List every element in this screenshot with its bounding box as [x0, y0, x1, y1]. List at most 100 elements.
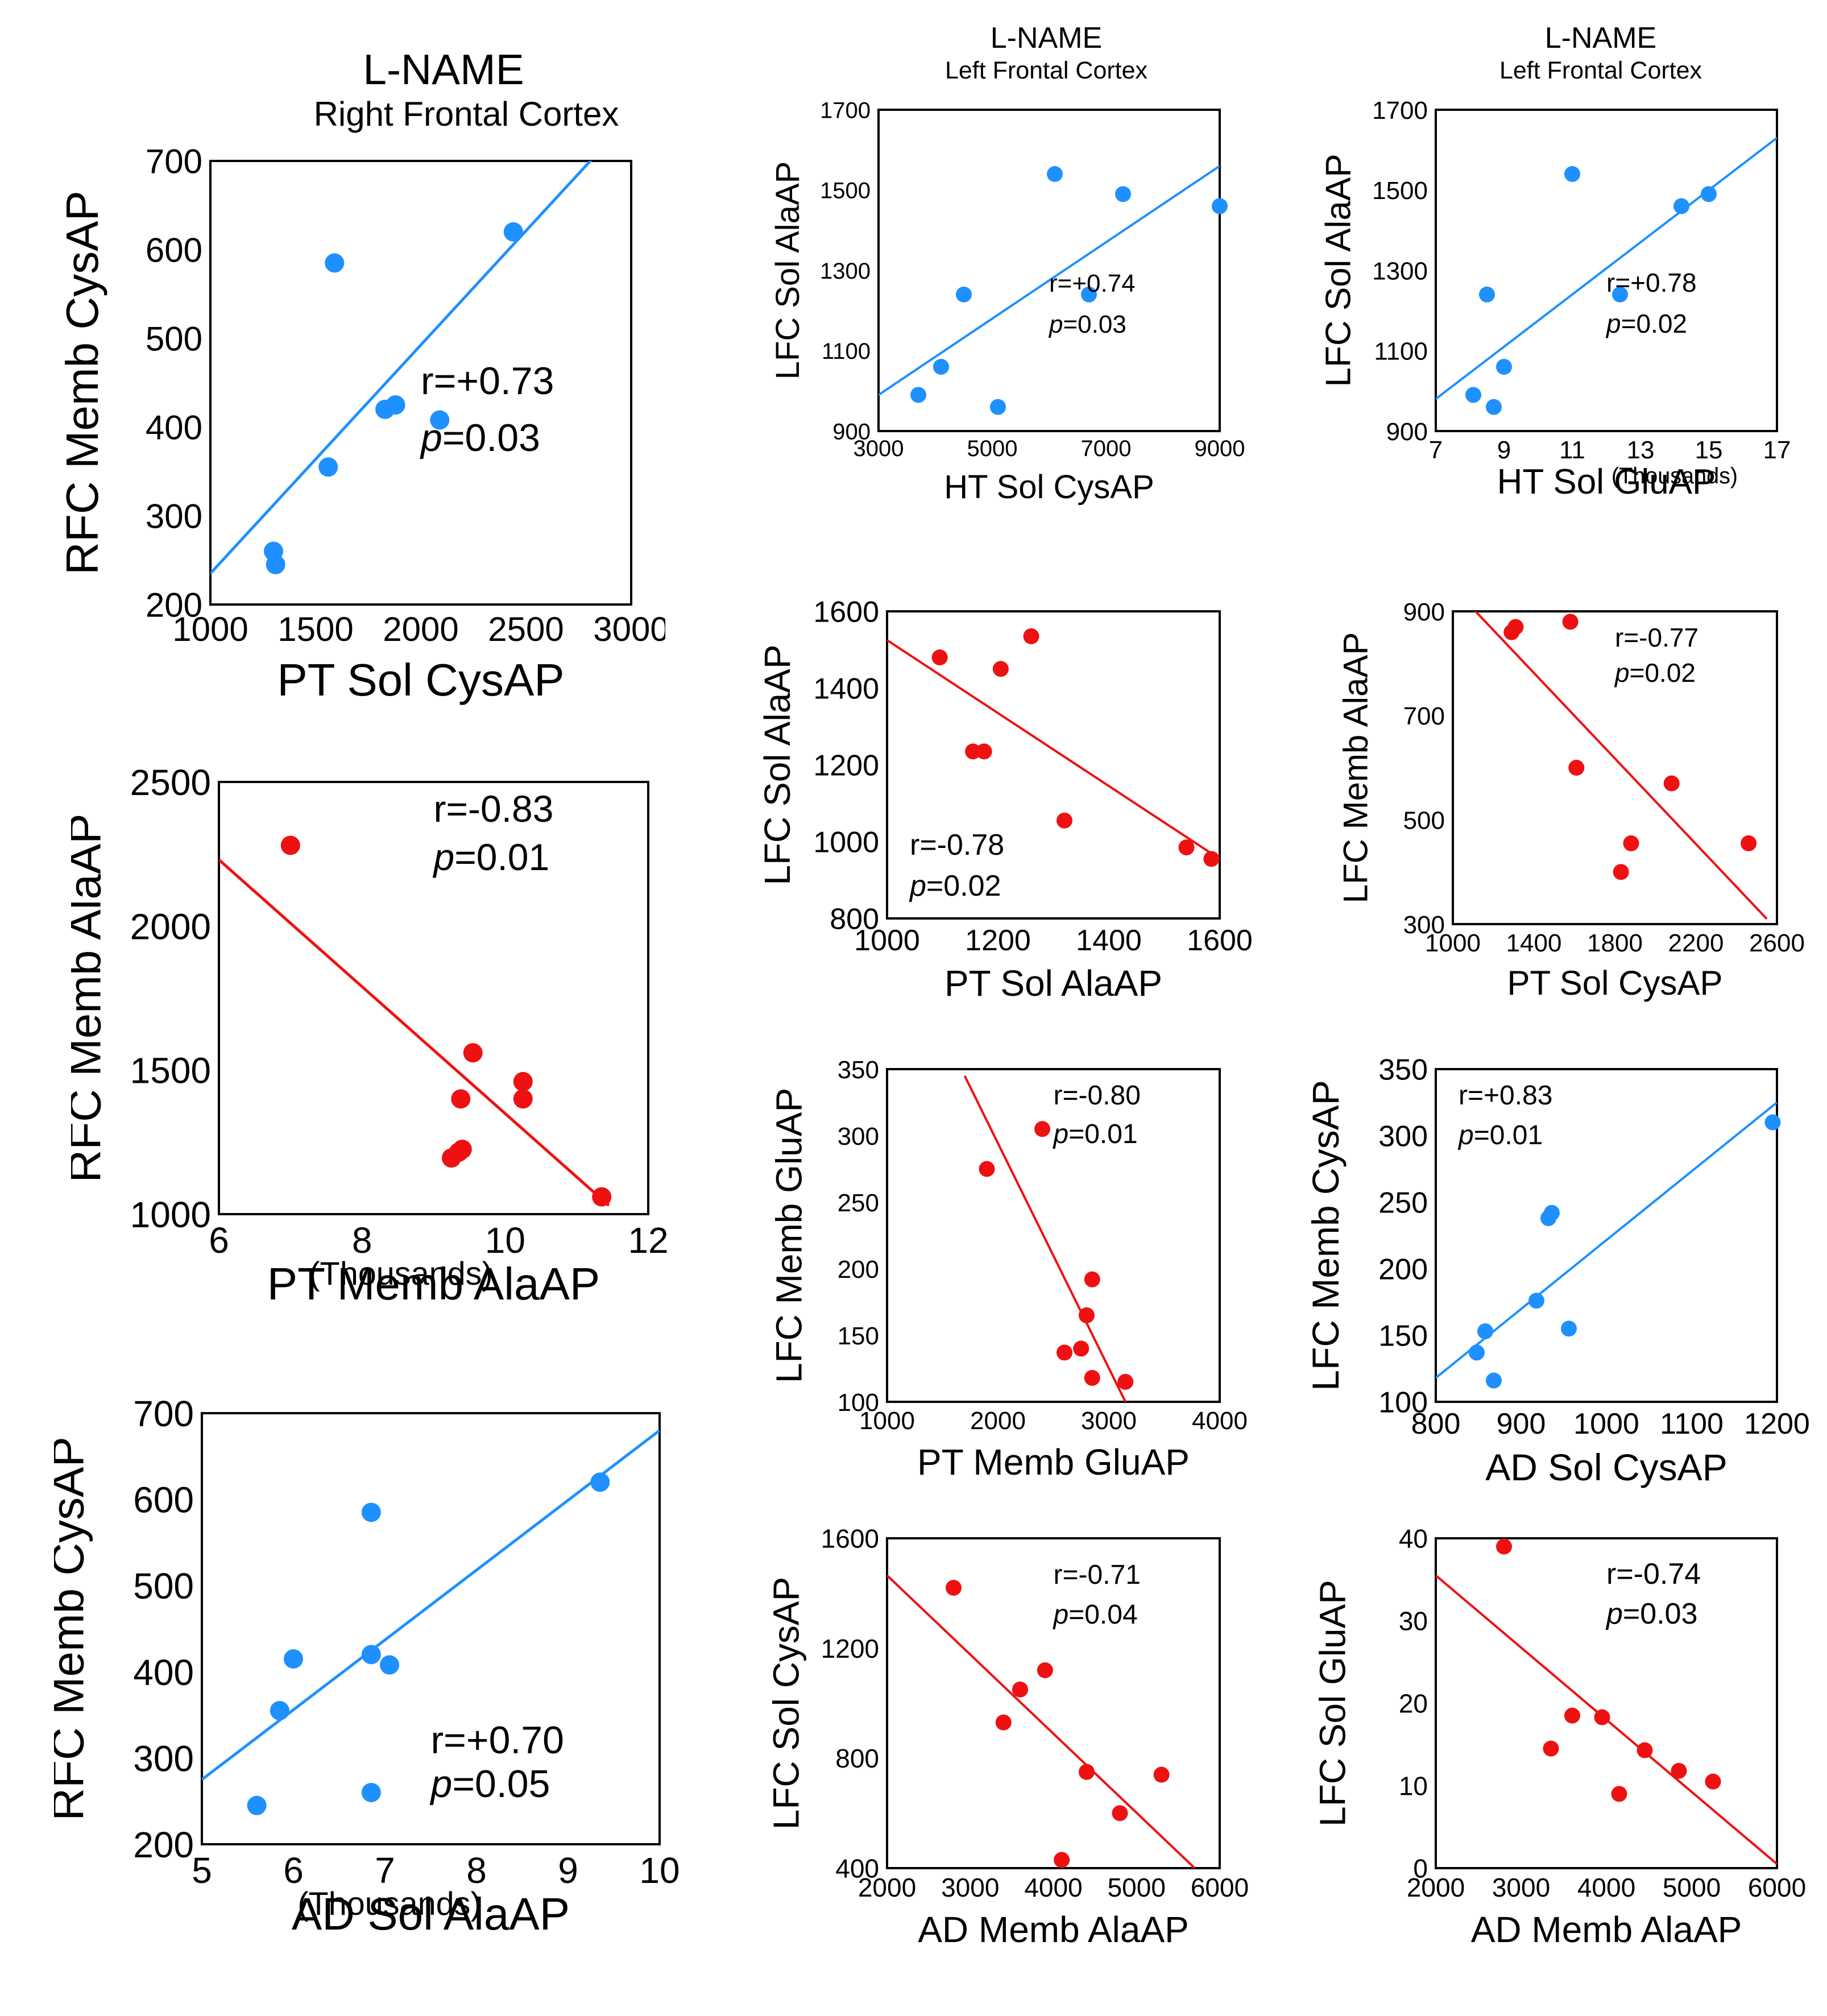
data-point: [1079, 1307, 1095, 1323]
y-axis-label: LFC Sol AlaAP: [1319, 154, 1358, 387]
y-axis-label: LFC Sol GluAP: [1312, 1580, 1353, 1827]
regression-line: [887, 639, 1220, 860]
x-tick-label: 1800: [1587, 929, 1643, 957]
data-point: [1469, 1344, 1485, 1361]
y-tick-label: 10: [1399, 1771, 1428, 1801]
data-point: [1486, 399, 1502, 415]
x-axis-label: PT Memb GluAP: [917, 1442, 1190, 1483]
y-tick-label: 1200: [813, 750, 879, 783]
data-point: [1613, 864, 1629, 880]
data-point: [946, 1580, 962, 1596]
y-tick-label: 200: [133, 1824, 194, 1865]
y-axis-label: RFC Memb AlaAP: [71, 813, 110, 1182]
chart-rfc-memb-cysap-vs-ad-sol-alaap: 5 6 7 8 9 10 200 300 400 500 600 700 (Thousands)AD S…: [54, 1393, 680, 1939]
x-axis-label: PT Sol CysAP: [1507, 964, 1722, 1002]
x-tick-label: 17: [1763, 436, 1791, 464]
x-tick-label: 13: [1627, 436, 1655, 464]
y-tick-label: 2000: [130, 906, 211, 947]
plot-frame: [1452, 610, 1778, 925]
data-point: [1663, 775, 1680, 792]
plot-frame: [886, 1068, 1221, 1403]
y-tick-label: 1700: [1372, 97, 1428, 125]
stat-p-symbol: p: [420, 416, 442, 460]
y-tick-label: 1100: [1374, 338, 1428, 366]
stat-r: r=+0.78: [1606, 268, 1697, 297]
chart-lfc-sol-alaap-vs-ht-sol-gluap: 7 9 11 13 15 17 900 1100 1300 1500 1700 (Thousands)…: [1319, 97, 1791, 502]
header-subtitle: Left Frontal Cortex: [1499, 57, 1702, 84]
x-tick-label: 3000: [854, 436, 904, 461]
regression-line: [963, 1075, 1127, 1402]
y-axis-label: LFC Sol AlaAP: [757, 644, 798, 885]
header-title: L-NAME: [363, 45, 524, 93]
stat-p-symbol: p: [1053, 1600, 1069, 1630]
data-point: [1112, 1805, 1128, 1822]
data-point: [513, 1089, 533, 1109]
x-axis-label: AD Memb AlaAP: [918, 1909, 1189, 1950]
data-point: [361, 1502, 381, 1522]
y-tick-label: 300: [133, 1738, 194, 1779]
y-tick-label: 1500: [130, 1050, 211, 1091]
data-point: [1153, 1766, 1170, 1783]
data-point: [1496, 359, 1512, 375]
regression-line: [887, 1574, 1196, 1868]
y-tick-label: 1000: [130, 1194, 211, 1235]
data-point: [1543, 1740, 1559, 1757]
data-point: [1544, 1204, 1560, 1221]
y-tick-label: 200: [838, 1256, 879, 1284]
data-point: [284, 1649, 303, 1669]
y-tick-label: 300: [838, 1123, 879, 1150]
stat-p: p=0.03: [1048, 311, 1126, 338]
x-axis-label: AD Memb AlaAP: [1471, 1909, 1742, 1950]
x-tick-label: 2500: [488, 610, 564, 648]
stat-p-value: =0.02: [1630, 658, 1696, 688]
x-axis-label: PT Sol AlaAP: [944, 963, 1162, 1004]
x-axis-label: PT Sol CysAP: [277, 655, 564, 705]
x-tick-label: 4000: [1024, 1873, 1082, 1902]
data-point: [1477, 1323, 1493, 1339]
stat-p: p=0.03: [1605, 1597, 1698, 1630]
data-point: [933, 359, 949, 375]
plot-frame: [877, 109, 1221, 432]
data-point: [976, 743, 992, 760]
data-point: [1057, 1344, 1072, 1361]
y-tick-label: 150: [1378, 1320, 1428, 1353]
y-tick-label: 700: [146, 143, 202, 181]
header-left-frontal-1: L-NAME Left Frontal Cortex: [876, 20, 1217, 85]
header-right-frontal: L-NAME Right Frontal Cortex: [250, 44, 637, 134]
x-tick-label: 2000: [1407, 1873, 1465, 1902]
x-tick-label: 1000: [859, 1407, 915, 1435]
plot-frame: [1435, 1068, 1778, 1403]
chart-lfc-memb-gluap-vs-pt-memb-gluap: 1000 2000 3000 4000 100 150 200 250 300 350 PT Mem…: [769, 1056, 1248, 1483]
x-tick-label: 2000: [383, 610, 458, 648]
y-tick-label: 900: [1386, 418, 1428, 446]
regression-line: [210, 161, 593, 575]
y-tick-label: 30: [1399, 1607, 1428, 1636]
stat-r: r=-0.83: [434, 788, 554, 830]
x-tick-label: 4000: [1577, 1873, 1635, 1902]
x-axis-note: (Thousands): [297, 1886, 481, 1922]
data-point: [1084, 1369, 1100, 1386]
y-tick-label: 400: [133, 1652, 194, 1693]
y-tick-label: 350: [838, 1056, 879, 1084]
data-point: [1486, 1372, 1502, 1389]
regression-line: [1436, 136, 1777, 400]
data-point: [1764, 1114, 1781, 1131]
x-tick-label: 1000: [1425, 929, 1481, 957]
header-title: L-NAME: [1544, 22, 1657, 55]
data-point: [910, 387, 926, 403]
x-tick-label: 4000: [1192, 1407, 1248, 1435]
plot-frame: [209, 160, 632, 606]
data-point: [386, 395, 405, 415]
data-point: [1611, 1786, 1627, 1802]
stat-p-symbol: p: [1614, 658, 1630, 688]
data-point: [430, 410, 450, 430]
y-tick-label: 300: [1403, 911, 1445, 939]
data-point: [1212, 198, 1228, 214]
stat-r: r=-0.71: [1054, 1560, 1141, 1590]
data-point: [1034, 1121, 1050, 1137]
y-tick-label: 100: [838, 1389, 879, 1417]
stat-p-symbol: p: [1457, 1120, 1474, 1150]
data-point: [990, 399, 1006, 415]
data-point: [1637, 1742, 1653, 1758]
x-tick-label: 3000: [941, 1873, 999, 1902]
